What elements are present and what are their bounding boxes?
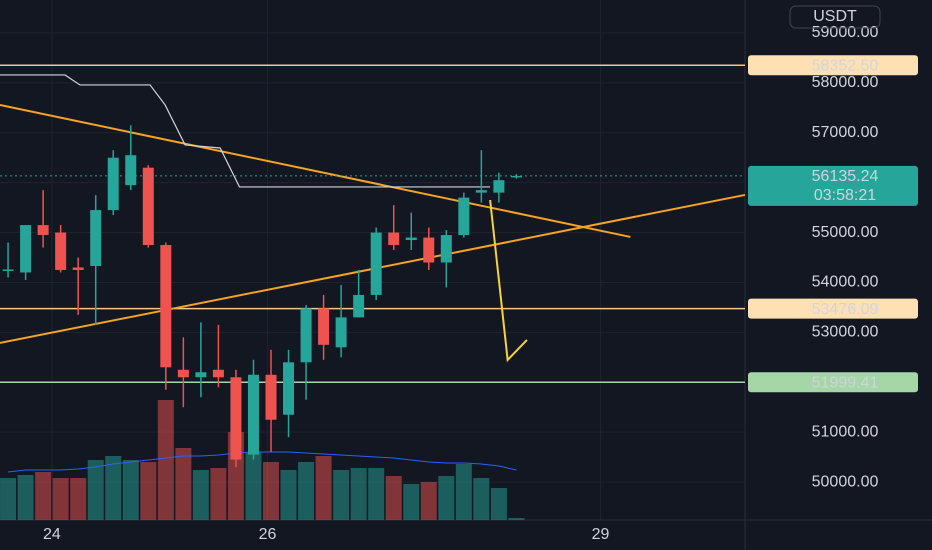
volume-bar: [280, 470, 297, 520]
volume-bar: [245, 452, 262, 520]
volume-bar: [210, 468, 227, 520]
price-line-label: 53476.09: [812, 301, 879, 318]
candle-body: [353, 294, 365, 318]
volume-bar: [508, 518, 525, 520]
candle-body: [458, 197, 470, 236]
trend-line: [0, 74, 491, 188]
y-tick-label: 54000.00: [812, 274, 879, 291]
candle-body: [20, 225, 32, 273]
volume-bar: [157, 400, 174, 520]
volume-bar: [52, 478, 69, 520]
volume-bar: [35, 472, 52, 520]
price-line-box: [748, 298, 918, 319]
candle-body: [318, 308, 330, 345]
volume-bar: [350, 468, 367, 520]
candle-body: [230, 377, 242, 460]
volume-bar: [473, 478, 490, 520]
volume-bar: [105, 456, 122, 520]
volume-bar: [385, 476, 402, 520]
volume-bar: [70, 478, 87, 520]
volume-bar: [420, 482, 437, 520]
trend-line: [0, 103, 631, 238]
candle-body: [370, 232, 382, 295]
x-tick-label: 29: [592, 526, 610, 543]
last-price-box: [748, 165, 918, 206]
currency-box: [789, 5, 881, 29]
candle-body: [493, 180, 505, 193]
x-tick-label: 26: [259, 526, 277, 543]
price-line-box: [748, 372, 918, 393]
candle-body: [142, 167, 154, 246]
y-tick-label: 53000.00: [812, 324, 879, 341]
volume-bar: [438, 476, 455, 520]
volume-bar: [192, 470, 209, 520]
candle-body: [283, 362, 295, 415]
candle-body: [107, 157, 119, 211]
candle-body: [405, 237, 417, 241]
candle-body: [388, 232, 400, 246]
candle-body: [125, 155, 137, 186]
volume-bar: [17, 475, 34, 520]
candle-body: [510, 175, 522, 178]
y-tick-label: 51000.00: [812, 423, 879, 440]
volume-bar: [315, 456, 332, 520]
x-tick-label: 24: [43, 526, 61, 543]
volume-bar: [0, 478, 17, 520]
candle-body: [335, 317, 347, 348]
currency-label: USDT: [813, 8, 857, 25]
last-price-label: 56135.24: [812, 168, 879, 185]
price-line-box: [748, 55, 918, 76]
price-line-label: 58352.50: [812, 57, 879, 74]
volume-bar: [87, 460, 104, 520]
volume-bar: [298, 462, 315, 520]
y-tick-label: 58000.00: [812, 74, 879, 91]
candle-body: [265, 374, 277, 420]
candle-body: [300, 308, 312, 363]
price-line-label: 51999.41: [812, 375, 879, 392]
volume-bar: [122, 460, 139, 520]
volume-bar: [333, 470, 350, 520]
candle-body: [160, 245, 172, 368]
y-tick-label: 50000.00: [812, 473, 879, 490]
trend-line: [489, 199, 528, 363]
candle-body: [475, 190, 487, 193]
y-tick-label: 59000.00: [812, 24, 879, 41]
volume-bar: [368, 468, 385, 520]
candle-body: [195, 372, 207, 378]
volume-ma: [8, 451, 517, 473]
volume-bar: [263, 462, 280, 520]
volume-bar: [140, 462, 157, 520]
volume-bar: [175, 448, 192, 520]
y-tick-label: 57000.00: [812, 124, 879, 141]
volume-bar: [490, 488, 507, 520]
volume-bar: [455, 464, 472, 520]
candle-body: [212, 369, 224, 378]
candle-body: [55, 232, 67, 270]
candle-body: [2, 269, 14, 271]
candle-body: [440, 235, 452, 263]
candle-body: [90, 210, 102, 266]
candle-body: [423, 237, 435, 263]
candle-body: [247, 374, 259, 455]
candle-body: [177, 369, 189, 378]
countdown-label: 03:58:21: [814, 187, 876, 204]
candle-body: [72, 267, 84, 270]
y-tick-label: 55000.00: [812, 224, 879, 241]
candle-body: [37, 225, 49, 236]
volume-bar: [403, 484, 420, 520]
